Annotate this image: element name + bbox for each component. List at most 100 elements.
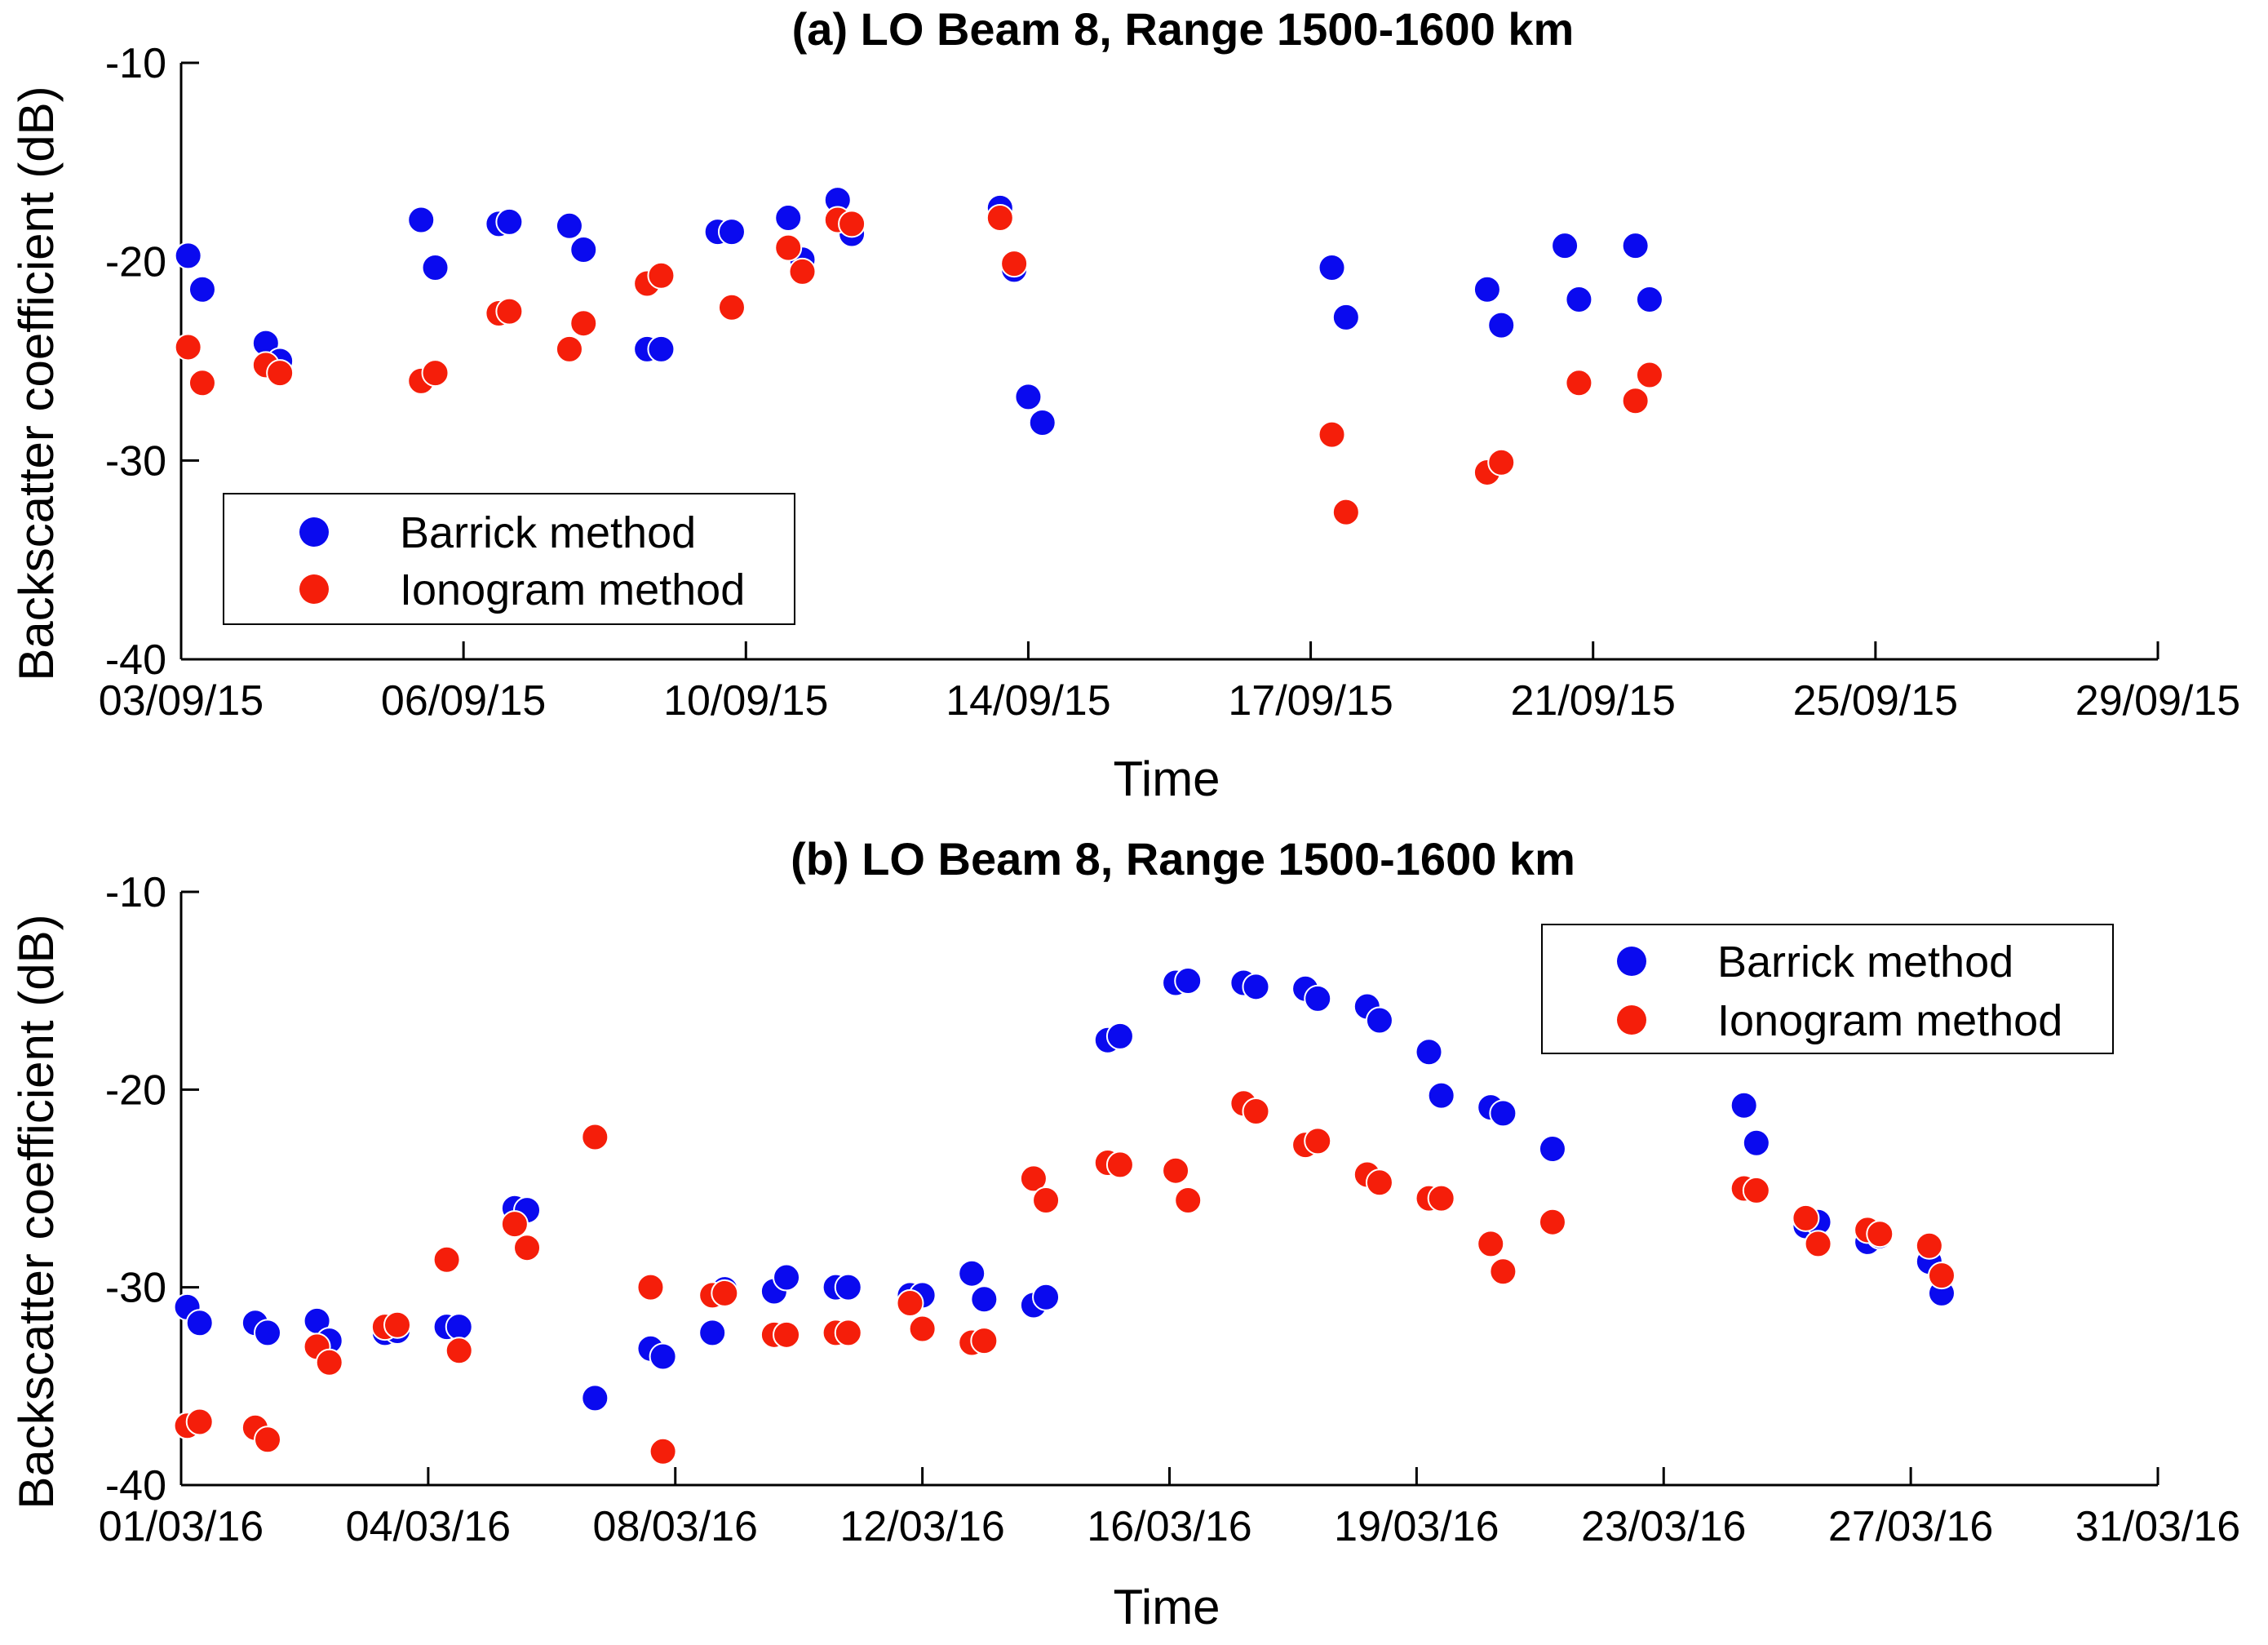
- legend: Barrick method Ionogram method: [223, 493, 795, 625]
- ionogram-point: [636, 1273, 665, 1301]
- legend-marker-barrick: [299, 517, 329, 547]
- ionogram-point: [908, 1315, 937, 1343]
- ionogram-point: [266, 359, 295, 388]
- x-tick-label: 04/03/16: [346, 1503, 511, 1550]
- ionogram-point: [421, 359, 450, 388]
- ionogram-point: [1804, 1230, 1832, 1258]
- x-tick-label: 12/03/16: [839, 1503, 1004, 1550]
- ionogram-point: [1331, 498, 1360, 526]
- ionogram-point: [774, 233, 803, 262]
- ionogram-point: [254, 1426, 282, 1454]
- x-tick-label: 23/03/16: [1581, 1503, 1746, 1550]
- barrick-point: [1028, 409, 1056, 437]
- ionogram-point: [647, 261, 676, 290]
- ionogram-point: [495, 297, 524, 326]
- legend-label-ionogram: Ionogram method: [400, 565, 745, 614]
- barrick-point: [1174, 967, 1203, 995]
- y-tick-label: -30: [105, 437, 166, 485]
- ionogram-point: [1162, 1156, 1190, 1185]
- x-tick-label: 19/03/16: [1334, 1503, 1499, 1550]
- y-tick-label: -40: [105, 1462, 166, 1510]
- barrick-point: [581, 1384, 609, 1412]
- barrick-point: [1242, 973, 1270, 1001]
- barrick-point: [1730, 1091, 1758, 1120]
- barrick-point: [1621, 232, 1650, 260]
- ionogram-point: [711, 1279, 739, 1307]
- ionogram-point: [188, 369, 216, 397]
- ionogram-point: [1242, 1097, 1270, 1125]
- y-tick-label: -10: [105, 869, 166, 916]
- ionogram-point: [1538, 1208, 1566, 1236]
- y-tick-label: -40: [105, 636, 166, 684]
- x-tick-label: 17/09/15: [1228, 677, 1393, 725]
- legend-label-barrick: Barrick method: [400, 508, 696, 557]
- legend-label-barrick: Barrick method: [1717, 938, 2013, 987]
- x-tick-label: 25/09/15: [1793, 677, 1958, 725]
- x-tick-label: 08/03/16: [593, 1503, 758, 1550]
- ionogram-point: [649, 1437, 677, 1465]
- chart-title: (b) LO Beam 8, Range 1500-1600 km: [791, 833, 1575, 885]
- points-group: [174, 186, 1663, 526]
- barrick-point: [1014, 383, 1043, 411]
- barrick-point: [1551, 232, 1579, 260]
- x-axis-label: Time: [1113, 1580, 1220, 1634]
- x-tick-label: 01/03/16: [99, 1503, 264, 1550]
- ionogram-point: [1304, 1127, 1332, 1155]
- x-axis-label: Time: [1113, 752, 1220, 806]
- ionogram-point: [569, 309, 598, 338]
- barrick-point: [1489, 1099, 1517, 1128]
- x-tick-label: 29/09/15: [2075, 677, 2240, 725]
- barrick-point: [1742, 1128, 1770, 1157]
- barrick-point: [1365, 1006, 1393, 1035]
- barrick-point: [1565, 285, 1593, 313]
- legend-label-ionogram: Ionogram method: [1717, 996, 2062, 1045]
- ionogram-point: [581, 1123, 609, 1151]
- ionogram-point: [834, 1319, 862, 1347]
- ionogram-point: [1032, 1186, 1061, 1215]
- barrick-point: [185, 1309, 214, 1337]
- legend-marker-ionogram: [299, 574, 329, 604]
- x-tick-label: 31/03/16: [2075, 1503, 2240, 1550]
- barrick-point: [254, 1319, 282, 1347]
- ionogram-point: [445, 1337, 473, 1365]
- x-tick-label: 14/09/15: [946, 677, 1110, 725]
- ionogram-point: [1742, 1176, 1770, 1204]
- ionogram-point: [513, 1234, 542, 1262]
- barrick-point: [698, 1319, 727, 1347]
- ionogram-point: [500, 1210, 529, 1239]
- barrick-point: [1318, 253, 1346, 282]
- ionogram-point: [1365, 1168, 1393, 1197]
- x-tick-label: 21/09/15: [1511, 677, 1676, 725]
- ionogram-point: [986, 204, 1014, 233]
- barrick-point: [1427, 1081, 1455, 1110]
- barrick-point: [774, 204, 803, 233]
- legend: Barrick method Ionogram method: [1541, 924, 2114, 1054]
- ionogram-point: [1000, 250, 1029, 278]
- x-tick-label: 10/09/15: [663, 677, 828, 725]
- barrick-point: [717, 218, 746, 246]
- barrick-point: [407, 206, 436, 234]
- barrick-point: [834, 1273, 862, 1301]
- barrick-point: [495, 207, 524, 236]
- ionogram-point: [970, 1327, 999, 1355]
- barrick-point: [1105, 1022, 1134, 1050]
- ionogram-point: [1477, 1230, 1505, 1258]
- barrick-point: [970, 1285, 999, 1314]
- barrick-point: [445, 1313, 473, 1341]
- y-tick-label: -30: [105, 1265, 166, 1312]
- barrick-point: [555, 211, 583, 240]
- y-axis-label: Backscatter coefficient (dB): [9, 914, 64, 1509]
- y-axis-label: Backscatter coefficient (dB): [9, 86, 64, 681]
- barrick-point: [773, 1263, 801, 1292]
- x-tick-label: 16/03/16: [1087, 1503, 1251, 1550]
- ionogram-point: [1792, 1204, 1820, 1232]
- x-tick-label: 27/03/16: [1828, 1503, 1993, 1550]
- x-tick-label: 03/09/15: [99, 677, 264, 725]
- ionogram-point: [773, 1320, 801, 1349]
- legend-marker-barrick: [1617, 947, 1646, 976]
- barrick-point: [421, 253, 450, 282]
- ionogram-point: [717, 293, 746, 321]
